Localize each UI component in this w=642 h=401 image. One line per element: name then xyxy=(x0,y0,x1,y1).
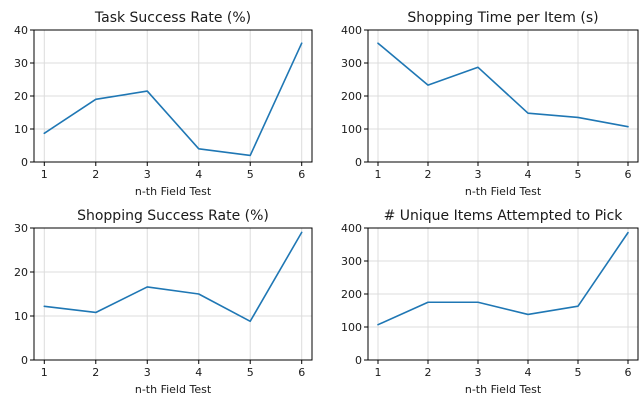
series-line xyxy=(378,43,628,126)
x-tick-label-4: 4 xyxy=(525,168,532,181)
x-tick-label-1: 1 xyxy=(41,366,48,379)
x-axis-label: n-th Field Test xyxy=(135,185,212,198)
x-tick-label-3: 3 xyxy=(475,366,482,379)
x-tick-label-4: 4 xyxy=(525,366,532,379)
chart-shopping-time-per-item: 1 2 3 4 5 6 0 100 200 300 400 Shopping Time per Ite… xyxy=(341,10,638,198)
x-tick-label-1: 1 xyxy=(41,168,48,181)
x-tick-label-2: 2 xyxy=(425,168,432,181)
chart-title: Shopping Time per Item (s) xyxy=(407,10,598,26)
y-tick-label-0: 0 xyxy=(21,354,28,367)
x-tick-label-4: 4 xyxy=(195,168,202,181)
x-tick-label-2: 2 xyxy=(92,168,99,181)
x-tick-label-5: 5 xyxy=(247,168,254,181)
x-tick-label-3: 3 xyxy=(144,366,151,379)
y-tick-label-20: 20 xyxy=(14,90,28,103)
series-line xyxy=(378,233,628,325)
x-tick-label-3: 3 xyxy=(475,168,482,181)
x-tick-label-5: 5 xyxy=(247,366,254,379)
chart-unique-items-attempted: 1 2 3 4 5 6 0 100 200 300 400 # Unique Items Attemp… xyxy=(341,208,638,396)
x-tick-label-4: 4 xyxy=(195,366,202,379)
x-axis-label: n-th Field Test xyxy=(465,185,542,198)
series-line xyxy=(44,43,301,155)
y-tick-label-30: 30 xyxy=(14,57,28,70)
chart-shopping-success-rate: 1 2 3 4 5 6 0 10 20 30 Shopping Success Rate (%) n-… xyxy=(14,208,312,396)
x-tick-label-2: 2 xyxy=(425,366,432,379)
y-tick-label-400: 400 xyxy=(341,222,362,235)
x-tick-label-1: 1 xyxy=(375,168,382,181)
x-tick-label-2: 2 xyxy=(92,366,99,379)
y-tick-label-0: 0 xyxy=(21,156,28,169)
x-tick-label-3: 3 xyxy=(144,168,151,181)
chart-title: # Unique Items Attempted to Pick xyxy=(384,208,624,224)
x-tick-label-6: 6 xyxy=(625,366,632,379)
y-tick-label-20: 20 xyxy=(14,266,28,279)
x-tick-label-5: 5 xyxy=(575,168,582,181)
y-tick-label-0: 0 xyxy=(355,156,362,169)
y-tick-label-300: 300 xyxy=(341,57,362,70)
y-tick-label-0: 0 xyxy=(355,354,362,367)
x-tick-label-6: 6 xyxy=(298,168,305,181)
x-axis-label: n-th Field Test xyxy=(135,383,212,396)
x-axis-label: n-th Field Test xyxy=(465,383,542,396)
plot-frame xyxy=(34,228,312,360)
chart-title: Shopping Success Rate (%) xyxy=(77,208,269,224)
series-line xyxy=(44,232,301,321)
x-tick-label-1: 1 xyxy=(375,366,382,379)
chart-task-success-rate: 1 2 3 4 5 6 0 10 20 30 40 Task Success Rate (%) n-th… xyxy=(14,10,312,198)
y-tick-label-10: 10 xyxy=(14,310,28,323)
y-tick-label-200: 200 xyxy=(341,90,362,103)
y-tick-label-100: 100 xyxy=(341,321,362,334)
y-tick-label-100: 100 xyxy=(341,123,362,136)
y-tick-label-400: 400 xyxy=(341,24,362,37)
x-tick-label-6: 6 xyxy=(298,366,305,379)
y-tick-label-10: 10 xyxy=(14,123,28,136)
x-tick-label-6: 6 xyxy=(625,168,632,181)
y-tick-label-300: 300 xyxy=(341,255,362,268)
chart-title: Task Success Rate (%) xyxy=(94,10,251,26)
y-tick-label-30: 30 xyxy=(14,222,28,235)
x-tick-label-5: 5 xyxy=(575,366,582,379)
y-tick-label-200: 200 xyxy=(341,288,362,301)
y-tick-label-40: 40 xyxy=(14,24,28,37)
